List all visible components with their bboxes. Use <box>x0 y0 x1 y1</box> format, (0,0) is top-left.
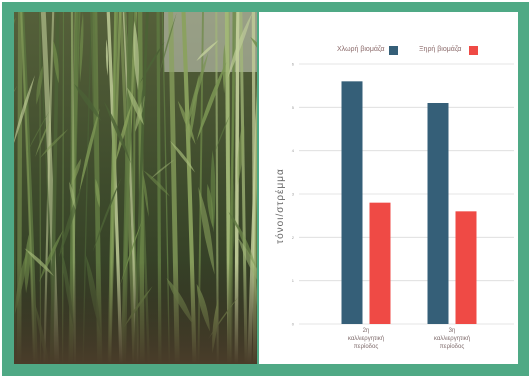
y-tick-label: 1 <box>292 278 295 283</box>
y-tick-label: 4 <box>292 148 295 153</box>
bar-series0-category0 <box>341 81 363 324</box>
y-tick-label: 3 <box>292 192 295 197</box>
y-axis-ticks: 0 1 2 3 4 5 6 <box>292 62 295 327</box>
y-tick-label: 5 <box>292 105 295 110</box>
reed-photo <box>14 12 257 364</box>
bar-series1-category1 <box>455 211 477 324</box>
legend-label-1: Ξηρή βιομάζα <box>419 45 461 53</box>
y-tick-label: 0 <box>292 322 295 327</box>
bar-series1-category0 <box>369 202 391 324</box>
bar-series0-category1 <box>427 103 449 324</box>
y-axis-title: τόνοι/στρέμμα <box>274 168 286 244</box>
y-tick-label: 2 <box>292 235 295 240</box>
legend-label-0: Χλωρή βιομάζα <box>337 45 385 53</box>
x-category-label-0: 2η καλλιεργητική περίοδος <box>348 328 384 350</box>
chart-gridlines <box>299 63 514 325</box>
legend-swatch-0 <box>389 46 398 55</box>
y-tick-label: 6 <box>292 62 295 67</box>
x-axis-categories: 2η καλλιεργητική περίοδος 3η καλλιεργητική πε… <box>348 328 470 350</box>
chart-panel: Χλωρή βιομάζα Ξηρή βιομάζα 0 1 2 3 4 5 6 2η καλ… <box>259 12 518 364</box>
chart-legend: Χλωρή βιομάζα Ξηρή βιομάζα <box>337 45 478 55</box>
legend-swatch-1 <box>469 46 478 55</box>
x-category-label-1: 3η καλλιεργητική περίοδος <box>434 328 470 350</box>
chart-bars <box>341 81 477 324</box>
bar-chart: Χλωρή βιομάζα Ξηρή βιομάζα 0 1 2 3 4 5 6 2η καλ… <box>274 45 514 350</box>
reed-photo-image <box>14 12 257 364</box>
